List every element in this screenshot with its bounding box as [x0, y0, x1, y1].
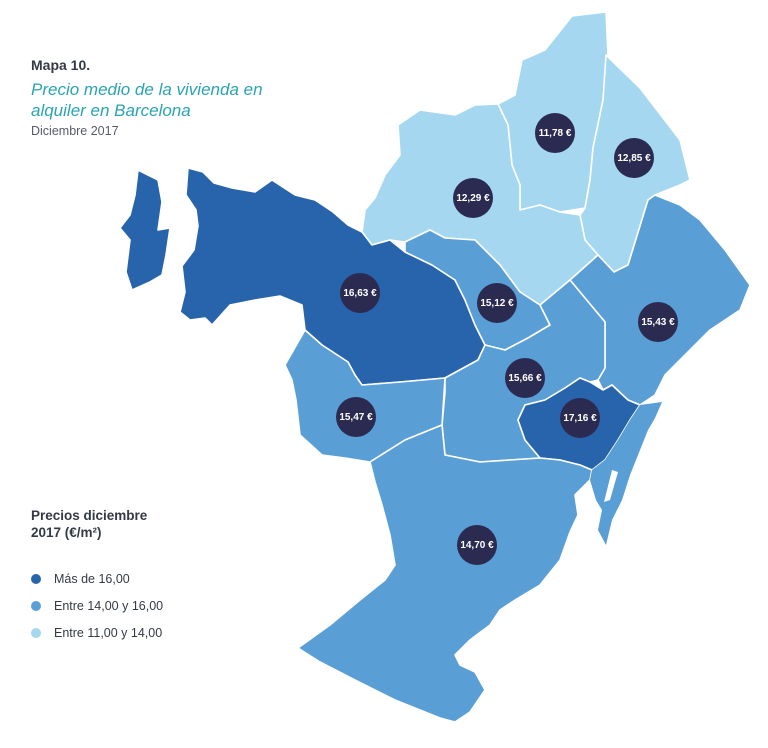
- map-date: Diciembre 2017: [31, 124, 119, 138]
- price-label: 16,63 €: [343, 288, 377, 299]
- port-piers: [590, 402, 662, 545]
- price-label: 17,16 €: [563, 413, 597, 424]
- price-label: 12,29 €: [456, 193, 490, 204]
- map-title: Precio medio de la vivienda en alquiler …: [31, 80, 263, 120]
- price-label: 12,85 €: [617, 153, 651, 164]
- legend-title: Precios diciembre 2017 (€/m²): [31, 508, 148, 540]
- legend-label-dark: Más de 16,00: [54, 571, 130, 586]
- price-badge: [340, 273, 380, 313]
- legend: Precios diciembre 2017 (€/m²) Más de 16,…: [31, 507, 181, 646]
- legend-swatch-medium: [31, 600, 41, 611]
- price-label: 15,43 €: [641, 317, 675, 328]
- price-label: 14,70 €: [460, 540, 494, 551]
- legend-swatch-light: [31, 627, 41, 638]
- legend-label-medium: Entre 14,00 y 16,00: [54, 598, 164, 613]
- price-badge: [457, 525, 497, 565]
- price-badge: [535, 113, 575, 153]
- price-badge: [614, 138, 654, 178]
- title-block: Mapa 10. Precio medio de la vivienda en …: [31, 57, 271, 138]
- price-badge: [477, 283, 517, 323]
- price-label: 11,78 €: [539, 128, 572, 139]
- price-badge: [453, 178, 493, 218]
- price-badge: [560, 398, 600, 438]
- price-label: 15,47 €: [339, 412, 373, 423]
- price-badge: [505, 358, 545, 398]
- legend-item-dark: Más de 16,00: [31, 565, 181, 592]
- legend-label-light: Entre 11,00 y 14,00: [54, 625, 163, 640]
- district-sants-montjuic[interactable]: [297, 424, 593, 723]
- price-badge: [336, 397, 376, 437]
- price-badges: 11,78 € 12,85 € 12,29 € 16,63 € 15,12 € 15,43…: [336, 113, 678, 565]
- legend-item-medium: Entre 14,00 y 16,00: [31, 592, 181, 619]
- price-badge: [638, 302, 678, 342]
- port-channel: [604, 470, 618, 502]
- map-number: Mapa 10.: [31, 57, 91, 73]
- price-label: 15,66 €: [508, 373, 542, 384]
- legend-swatch-dark: [31, 573, 41, 584]
- legend-list: Más de 16,00 Entre 14,00 y 16,00 Entre 1…: [31, 565, 181, 646]
- price-label: 15,12 €: [480, 298, 514, 309]
- legend-item-light: Entre 11,00 y 14,00: [31, 619, 181, 646]
